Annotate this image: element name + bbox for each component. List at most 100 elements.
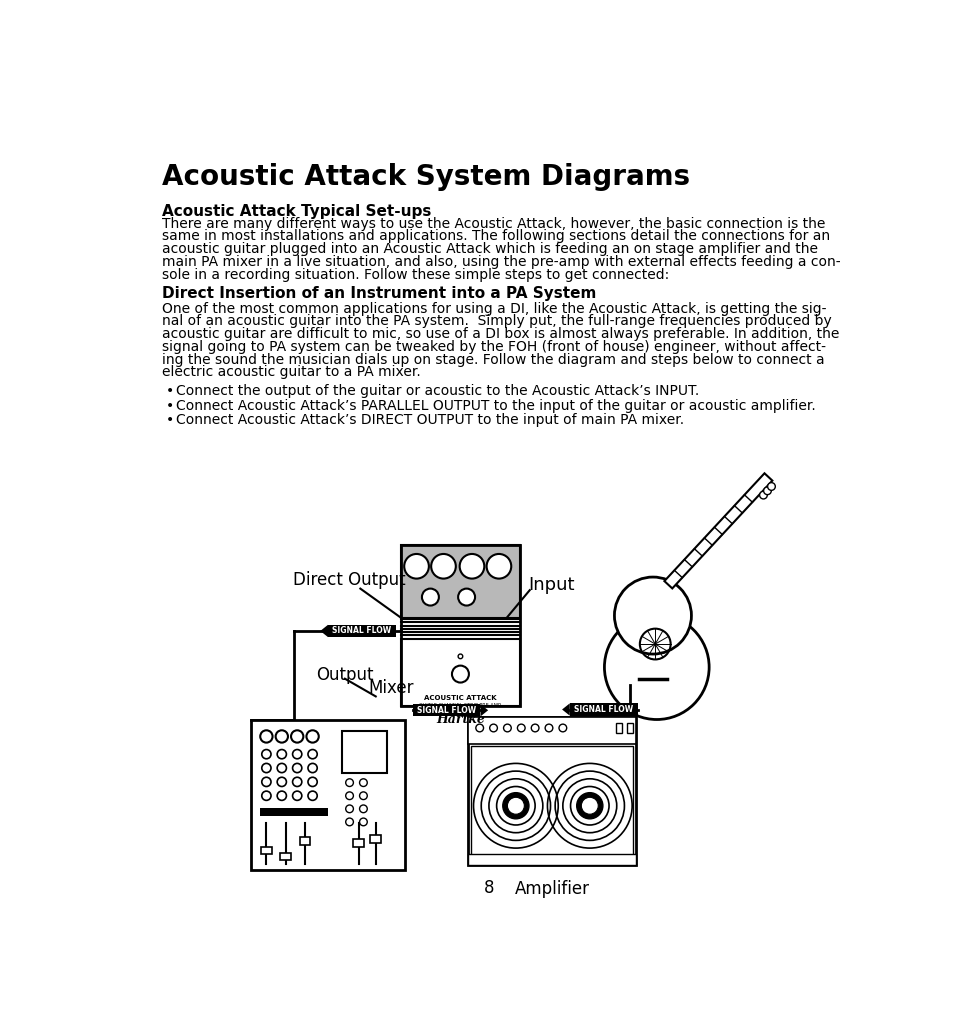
Bar xyxy=(400,639,520,707)
Text: Output: Output xyxy=(315,666,373,683)
Text: One of the most common applications for using a DI, like the Acoustic Attack, is: One of the most common applications for … xyxy=(161,302,825,316)
Circle shape xyxy=(544,724,552,731)
Circle shape xyxy=(558,724,566,731)
Circle shape xyxy=(452,666,469,682)
Text: Hartke: Hartke xyxy=(436,713,484,726)
Circle shape xyxy=(293,750,301,759)
Bar xyxy=(261,847,272,854)
Bar xyxy=(370,835,381,843)
Bar xyxy=(616,723,621,732)
Text: main PA mixer in a live situation, and also, using the pre-amp with external eff: main PA mixer in a live situation, and a… xyxy=(161,255,840,269)
Circle shape xyxy=(459,554,484,579)
Circle shape xyxy=(308,750,317,759)
Circle shape xyxy=(359,792,367,800)
Text: ing the sound the musician dials up on stage. Follow the diagram and steps below: ing the sound the musician dials up on s… xyxy=(161,353,823,366)
Circle shape xyxy=(308,763,317,772)
Circle shape xyxy=(277,750,286,759)
Circle shape xyxy=(277,777,286,787)
Circle shape xyxy=(503,724,511,731)
Circle shape xyxy=(359,818,367,826)
Text: SIGNAL FLOW: SIGNAL FLOW xyxy=(332,626,391,635)
Circle shape xyxy=(517,724,524,731)
Polygon shape xyxy=(663,474,772,588)
Circle shape xyxy=(502,793,528,818)
Circle shape xyxy=(421,588,438,606)
Circle shape xyxy=(308,777,317,787)
Text: nal of an acoustic guitar into the PA system.  Simply put, the full-range freque: nal of an acoustic guitar into the PA sy… xyxy=(161,314,831,328)
Bar xyxy=(471,746,632,859)
Text: SIGNAL FLOW: SIGNAL FLOW xyxy=(574,705,633,714)
Circle shape xyxy=(293,791,301,800)
Text: signal going to PA system can be tweaked by the FOH (front of house) engineer, w: signal going to PA system can be tweaked… xyxy=(161,340,824,354)
Text: Direct Output: Direct Output xyxy=(293,571,405,589)
Text: Acoustic Attack System Diagrams: Acoustic Attack System Diagrams xyxy=(161,163,689,191)
Text: sole in a recording situation. Follow these simple steps to get connected:: sole in a recording situation. Follow th… xyxy=(161,268,668,281)
Bar xyxy=(341,731,386,773)
Circle shape xyxy=(345,792,353,800)
Bar xyxy=(468,717,636,744)
Bar xyxy=(400,544,520,707)
Text: acoustic guitar are difficult to mic, so use of a DI box is almost always prefer: acoustic guitar are difficult to mic, so… xyxy=(161,327,839,342)
Text: Acoustic Attack Typical Set-ups: Acoustic Attack Typical Set-ups xyxy=(161,204,431,219)
Polygon shape xyxy=(480,704,488,716)
Circle shape xyxy=(431,554,456,579)
Bar xyxy=(280,853,291,860)
Circle shape xyxy=(767,483,775,490)
Bar xyxy=(468,854,636,865)
Circle shape xyxy=(277,763,286,772)
Circle shape xyxy=(507,797,524,814)
Circle shape xyxy=(359,779,367,787)
Circle shape xyxy=(404,554,429,579)
Text: Mixer: Mixer xyxy=(368,679,413,698)
Circle shape xyxy=(577,793,602,818)
Polygon shape xyxy=(561,704,569,716)
Text: Amplifier: Amplifier xyxy=(514,881,589,898)
Text: •: • xyxy=(166,413,174,428)
Bar xyxy=(413,704,480,716)
Circle shape xyxy=(762,487,770,495)
Text: same in most installations and applications. The following sections detail the c: same in most installations and applicati… xyxy=(161,229,829,243)
Text: Connect Acoustic Attack’s DIRECT OUTPUT to the input of main PA mixer.: Connect Acoustic Attack’s DIRECT OUTPUT … xyxy=(175,413,683,428)
Circle shape xyxy=(759,491,766,499)
Text: •: • xyxy=(166,399,174,413)
Circle shape xyxy=(293,763,301,772)
Text: 8: 8 xyxy=(483,879,494,896)
Text: Connect the output of the guitar or acoustic to the Acoustic Attack’s INPUT.: Connect the output of the guitar or acou… xyxy=(175,385,698,398)
Text: GUITAR CHANNEL STRIP PRE-AMP: GUITAR CHANNEL STRIP PRE-AMP xyxy=(419,703,501,708)
Circle shape xyxy=(476,724,483,731)
Circle shape xyxy=(531,724,538,731)
Bar xyxy=(353,839,364,847)
Circle shape xyxy=(306,730,318,743)
Circle shape xyxy=(277,791,286,800)
Circle shape xyxy=(489,724,497,731)
Circle shape xyxy=(457,588,475,606)
Bar xyxy=(468,717,636,865)
Circle shape xyxy=(359,805,367,812)
Circle shape xyxy=(345,805,353,812)
Polygon shape xyxy=(320,625,328,637)
Text: SIGNAL FLOW: SIGNAL FLOW xyxy=(416,706,476,715)
Text: Input: Input xyxy=(528,576,574,593)
Circle shape xyxy=(261,763,271,772)
Circle shape xyxy=(261,750,271,759)
Circle shape xyxy=(345,818,353,826)
Circle shape xyxy=(486,554,511,579)
Circle shape xyxy=(308,791,317,800)
Circle shape xyxy=(614,577,691,654)
Text: Connect Acoustic Attack’s PARALLEL OUTPUT to the input of the guitar or acoustic: Connect Acoustic Attack’s PARALLEL OUTPU… xyxy=(175,399,815,413)
Circle shape xyxy=(604,615,708,719)
Bar xyxy=(400,544,520,618)
Bar xyxy=(260,808,328,815)
Text: electric acoustic guitar to a PA mixer.: electric acoustic guitar to a PA mixer. xyxy=(161,365,420,380)
Circle shape xyxy=(260,730,273,743)
Text: ACOUSTIC ATTACK: ACOUSTIC ATTACK xyxy=(424,695,497,701)
Text: •: • xyxy=(166,385,174,398)
Circle shape xyxy=(580,797,598,814)
Bar xyxy=(251,719,405,870)
Circle shape xyxy=(275,730,288,743)
Bar xyxy=(328,625,395,637)
Text: Direct Insertion of an Instrument into a PA System: Direct Insertion of an Instrument into a… xyxy=(161,286,596,302)
Circle shape xyxy=(291,730,303,743)
Circle shape xyxy=(345,779,353,787)
Circle shape xyxy=(261,791,271,800)
